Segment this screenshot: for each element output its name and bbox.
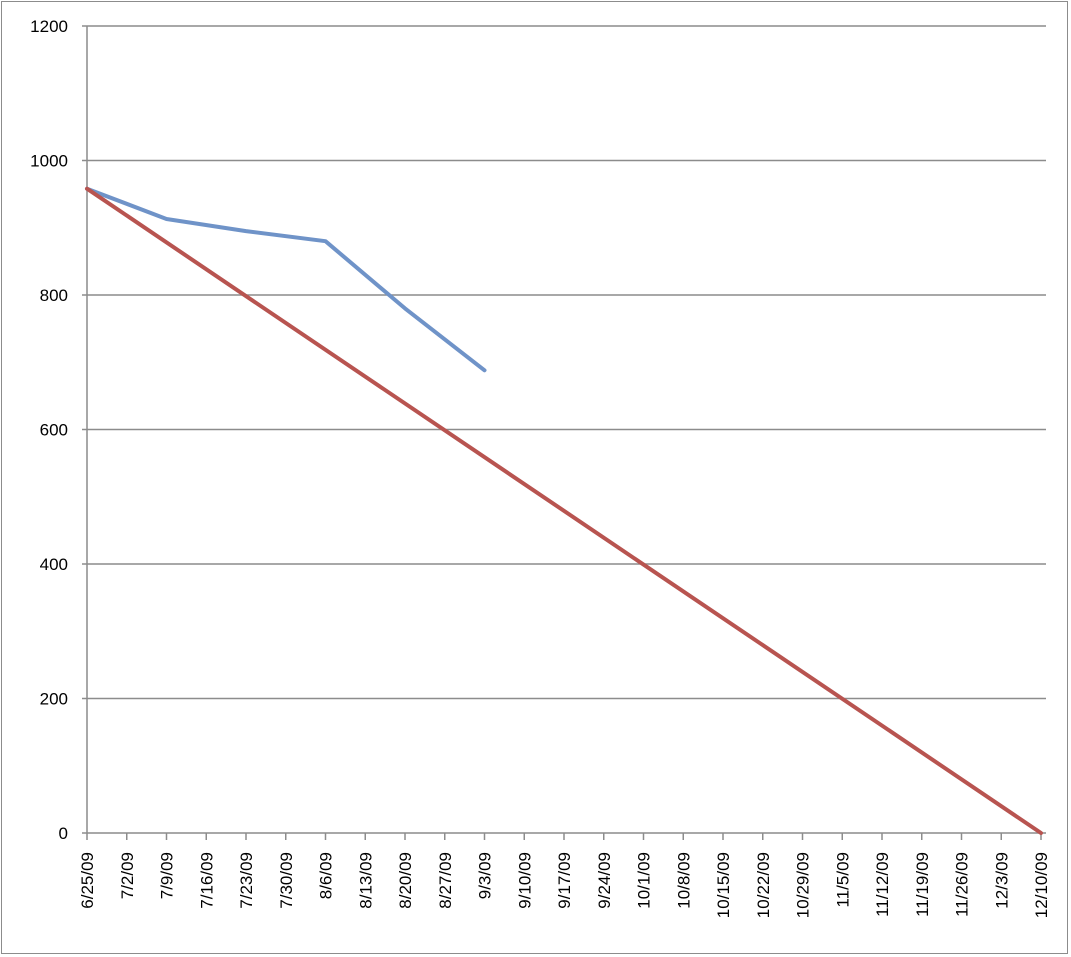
x-tick-label: 9/10/09 [515, 852, 534, 909]
x-tick-label: 10/22/09 [754, 852, 773, 918]
y-tick-label: 0 [59, 824, 68, 843]
x-tick-label: 8/27/09 [436, 852, 455, 909]
x-tick-label: 11/12/09 [873, 852, 892, 917]
y-tick-label: 400 [40, 555, 68, 574]
x-tick-label: 7/16/09 [197, 852, 216, 909]
x-tick-label: 6/25/09 [78, 852, 97, 909]
x-tick-label: 7/23/09 [237, 852, 256, 909]
x-tick-label: 8/20/09 [396, 852, 415, 909]
x-tick-label: 10/29/09 [794, 852, 813, 918]
x-tick-label: 8/13/09 [356, 852, 375, 909]
x-tick-label: 11/5/09 [833, 852, 852, 907]
x-tick-label: 8/6/09 [317, 852, 336, 899]
x-tick-label: 9/17/09 [555, 852, 574, 909]
x-tick-label: 9/3/09 [476, 852, 495, 899]
y-tick-label: 1200 [30, 17, 68, 36]
x-tick-label: 7/2/09 [118, 852, 137, 899]
x-tick-label: 10/15/09 [714, 852, 733, 918]
series-lines [85, 186, 1043, 835]
ideal-series-line [85, 186, 1043, 835]
axes [82, 25, 1046, 840]
x-tick-label: 10/1/09 [635, 852, 654, 909]
x-tick-label: 10/8/09 [674, 852, 693, 909]
y-axis-tick-labels: 0 200 400 600 800 1000 1200 [30, 17, 68, 843]
grid-lines [87, 25, 1046, 700]
y-tick-label: 800 [40, 286, 68, 305]
actual-series-line [85, 186, 487, 373]
x-tick-label: 12/3/09 [992, 852, 1011, 909]
x-tick-label: 11/26/09 [953, 852, 972, 917]
x-tick-label: 7/9/09 [158, 852, 177, 899]
y-tick-label: 200 [40, 690, 68, 709]
y-tick-label: 1000 [30, 152, 68, 171]
x-tick-label: 11/19/09 [913, 852, 932, 917]
y-tick-label: 600 [40, 421, 68, 440]
x-tick-label: 9/24/09 [595, 852, 614, 909]
x-tick-label: 12/10/09 [1032, 852, 1051, 918]
x-axis-tick-labels: 6/25/09 7/2/09 7/9/09 7/16/09 7/23/09 7/30/09… [78, 852, 1051, 918]
x-tick-label: 7/30/09 [277, 852, 296, 909]
